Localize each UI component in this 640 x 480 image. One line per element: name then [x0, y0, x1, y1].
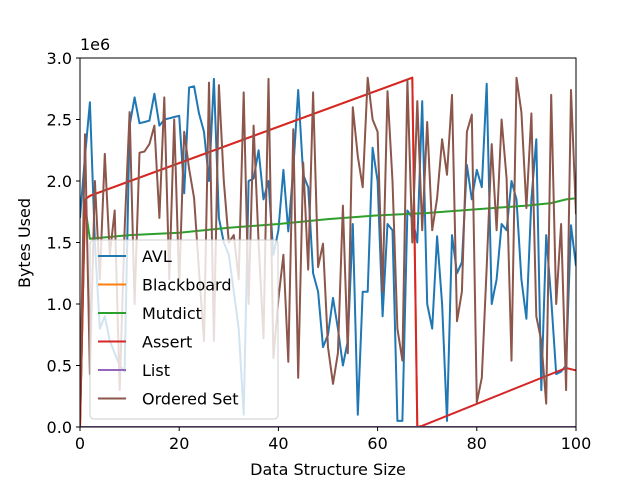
y-tick-label: 0.5	[47, 357, 72, 376]
legend: AVL Blackboard Mutdict Assert List Ordered Se…	[89, 239, 279, 420]
legend-label-ordered-set: Ordered Set	[142, 390, 238, 409]
legend-label-avl: AVL	[142, 247, 172, 266]
x-tick-label: 80	[467, 434, 487, 453]
x-axis-label: Data Structure Size	[250, 460, 406, 479]
x-tick-label: 100	[561, 434, 592, 453]
y-tick-label: 2.0	[47, 172, 72, 191]
x-tick-label: 0	[75, 434, 85, 453]
legend-label-assert: Assert	[142, 333, 192, 352]
y-offset-label: 1e6	[80, 35, 110, 54]
x-tick-label: 40	[268, 434, 288, 453]
y-tick-label: 0.0	[47, 418, 72, 437]
y-tick-label: 3.0	[47, 49, 72, 68]
legend-label-list: List	[142, 361, 170, 380]
x-tick-label: 20	[169, 434, 189, 453]
y-axis-label: Bytes Used	[15, 198, 34, 288]
series-line-ordered-set	[80, 76, 576, 405]
series-line-mutdict	[80, 197, 576, 427]
series-lines	[80, 76, 576, 427]
y-tick-label: 2.5	[47, 111, 72, 130]
x-tick-label: 60	[367, 434, 387, 453]
legend-label-blackboard: Blackboard	[142, 276, 232, 295]
y-tick-label: 1.5	[47, 234, 72, 253]
axes: 0 20 40 60 80 100 0.0 0.5 1.0 1.5 2.0 2.5 3.0	[47, 49, 592, 453]
legend-box	[89, 239, 279, 420]
y-tick-label: 1.0	[47, 295, 72, 314]
legend-label-mutdict: Mutdict	[142, 304, 202, 323]
